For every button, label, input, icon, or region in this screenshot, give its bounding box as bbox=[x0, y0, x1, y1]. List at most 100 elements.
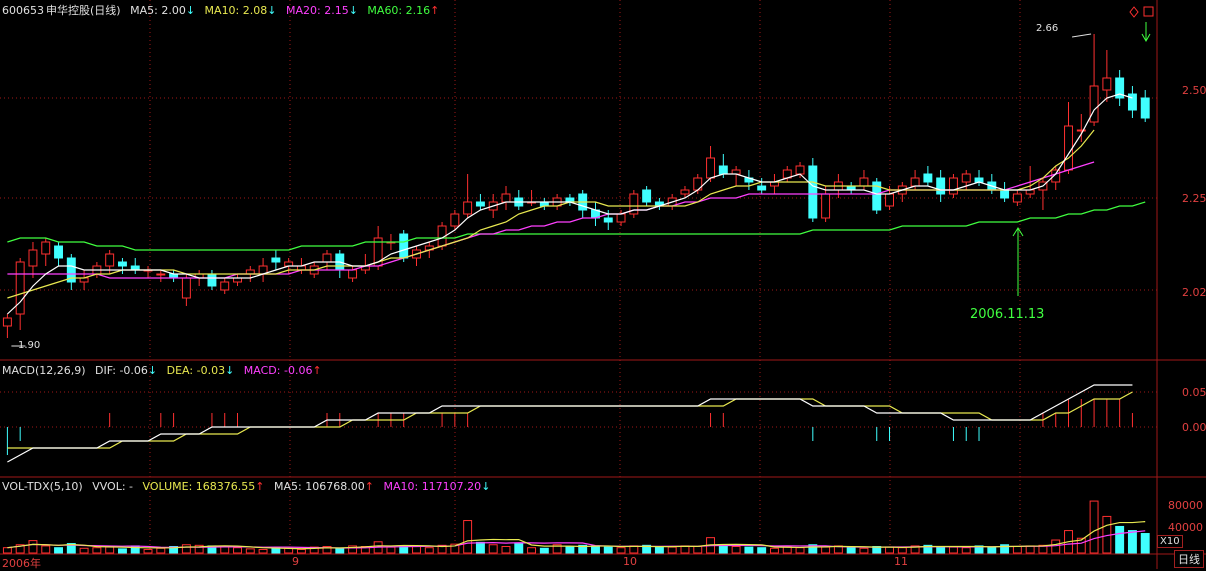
dif-line bbox=[7, 384, 1133, 463]
vol-unit-badge: X10 bbox=[1157, 535, 1183, 548]
volume-bar bbox=[859, 547, 869, 554]
volume-bar bbox=[143, 548, 153, 554]
macd-name: MACD(12,26,9) bbox=[2, 364, 86, 377]
ma10-legend: MA10: 2.08↓ bbox=[204, 4, 277, 17]
volume-bar bbox=[770, 547, 779, 554]
ma5-legend: MA5: 2.00↓ bbox=[130, 4, 196, 17]
volume-bar bbox=[41, 545, 51, 554]
ma5-line bbox=[6, 93, 1133, 315]
volume-bar bbox=[718, 544, 728, 554]
price-tick-202: 2.02 bbox=[1182, 286, 1206, 299]
ma20-legend: MA20: 2.15↓ bbox=[285, 4, 358, 17]
candle-body bbox=[718, 165, 728, 175]
volume-bar bbox=[181, 544, 191, 554]
candle-body bbox=[910, 177, 920, 187]
stock-code: 600653 bbox=[2, 4, 44, 17]
candle-body bbox=[322, 253, 332, 263]
candle-body bbox=[642, 189, 652, 203]
volume-bar bbox=[2, 547, 12, 554]
volume-bar bbox=[156, 547, 166, 554]
candle-body bbox=[1127, 93, 1137, 111]
diamond-icon bbox=[1129, 6, 1139, 18]
price-header: 600653 申华控股(日线) MA5: 2.00↓ MA10: 2.08↓ MA… bbox=[2, 4, 445, 17]
volume-bar bbox=[1115, 525, 1125, 554]
volume-bar bbox=[539, 547, 549, 554]
candle-body bbox=[1089, 85, 1099, 123]
volume-bar bbox=[527, 547, 537, 554]
candle-body bbox=[348, 269, 358, 279]
vol-tick-80000: 80000 bbox=[1168, 499, 1203, 512]
volume-bar bbox=[15, 544, 25, 554]
macd-tick-005: 0.05 bbox=[1182, 386, 1206, 399]
candle-body bbox=[207, 273, 217, 287]
candle-body bbox=[66, 257, 76, 283]
green-down-arrow-head bbox=[1141, 33, 1151, 43]
volume-bar bbox=[821, 546, 831, 554]
candle-body bbox=[948, 177, 958, 195]
volume-bar bbox=[782, 546, 792, 554]
dea-legend: DEA: -0.03↓ bbox=[166, 364, 235, 377]
volume-bar bbox=[1076, 537, 1086, 554]
volume-bar bbox=[846, 547, 856, 554]
volume-bar bbox=[948, 546, 958, 554]
ma60-line bbox=[7, 201, 1146, 251]
candle-body bbox=[501, 193, 511, 203]
price-tick-225: 2.25 bbox=[1182, 192, 1206, 205]
candle-body bbox=[616, 213, 626, 223]
volume-bar bbox=[348, 545, 358, 554]
volume-bar bbox=[616, 547, 626, 554]
volume-bar bbox=[757, 547, 767, 554]
date-arrow-head bbox=[1012, 227, 1024, 237]
candle-body bbox=[961, 173, 971, 183]
volume-bar bbox=[463, 520, 473, 554]
candle-body bbox=[936, 177, 946, 195]
candle-body bbox=[181, 277, 191, 299]
candle-body bbox=[28, 249, 38, 267]
volume-bar bbox=[591, 545, 600, 554]
volume-legend: VOLUME: 168376.55↑ bbox=[142, 480, 265, 493]
volume-bar bbox=[578, 544, 588, 554]
volume-bar bbox=[424, 547, 434, 554]
volume-bar bbox=[335, 547, 345, 554]
candle-body bbox=[706, 157, 716, 179]
date-label-sep: 9 bbox=[292, 555, 299, 568]
volume-bar bbox=[910, 545, 920, 554]
volume-bar bbox=[412, 546, 421, 554]
volume-bar bbox=[488, 544, 498, 554]
candle-body bbox=[220, 281, 230, 291]
volume-bar bbox=[1025, 545, 1035, 554]
volume-bar bbox=[923, 544, 933, 554]
volume-bar bbox=[79, 547, 89, 554]
candle-body bbox=[795, 165, 805, 175]
candle-body bbox=[54, 245, 63, 259]
dif-legend: DIF: -0.06↓ bbox=[95, 364, 158, 377]
vol-ma5-legend: MA5: 106768.00↑ bbox=[274, 480, 374, 493]
candle-body bbox=[463, 201, 473, 215]
vvol-legend: VVOL: - bbox=[92, 480, 134, 493]
candle-body bbox=[808, 165, 818, 219]
candle-body bbox=[885, 193, 894, 207]
volume-bar bbox=[744, 546, 754, 554]
candle-body bbox=[1115, 77, 1125, 99]
candle-body bbox=[156, 273, 166, 276]
candle-body bbox=[450, 213, 460, 227]
candle-body bbox=[271, 257, 281, 263]
volume-bar bbox=[92, 547, 102, 554]
candle-body bbox=[1140, 97, 1150, 119]
high-price-label: 2.66 bbox=[1036, 23, 1059, 34]
candle-body bbox=[41, 241, 51, 255]
volume-bar bbox=[54, 547, 63, 554]
volume-bar bbox=[1089, 500, 1099, 554]
volume-bar bbox=[233, 547, 242, 554]
volume-bar bbox=[66, 543, 76, 554]
volume-bar bbox=[1000, 544, 1010, 554]
candle-body bbox=[2, 317, 12, 327]
volume-bar bbox=[105, 546, 115, 554]
stock-name: 申华控股(日线) bbox=[46, 4, 121, 17]
candle-body bbox=[1000, 189, 1010, 199]
volume-bar bbox=[808, 544, 818, 554]
high-pointer bbox=[1071, 33, 1092, 38]
period-tab[interactable]: 日线 bbox=[1174, 550, 1204, 568]
